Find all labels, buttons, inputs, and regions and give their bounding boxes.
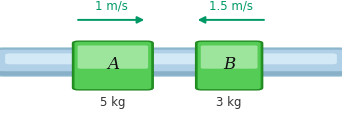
Text: A: A <box>107 56 119 73</box>
FancyBboxPatch shape <box>78 46 148 69</box>
FancyBboxPatch shape <box>196 41 263 90</box>
Text: B: B <box>223 56 235 73</box>
Text: 3 kg: 3 kg <box>216 96 242 109</box>
FancyBboxPatch shape <box>198 42 261 89</box>
FancyBboxPatch shape <box>75 42 151 89</box>
FancyBboxPatch shape <box>0 50 342 71</box>
Text: 1.5 m/s: 1.5 m/s <box>209 0 253 13</box>
Text: 5 kg: 5 kg <box>100 96 126 109</box>
FancyBboxPatch shape <box>5 53 337 64</box>
FancyBboxPatch shape <box>0 48 342 76</box>
Text: 1 m/s: 1 m/s <box>95 0 128 13</box>
FancyBboxPatch shape <box>201 46 258 69</box>
FancyBboxPatch shape <box>73 41 153 90</box>
